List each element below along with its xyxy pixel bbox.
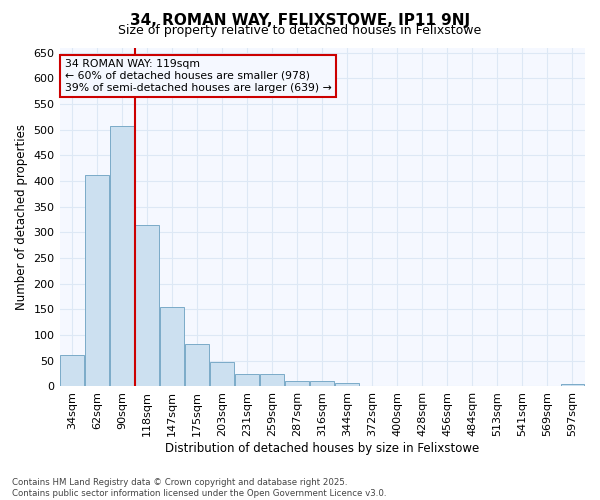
Text: Size of property relative to detached houses in Felixstowe: Size of property relative to detached ho… — [118, 24, 482, 37]
Bar — [185, 344, 209, 387]
Y-axis label: Number of detached properties: Number of detached properties — [15, 124, 28, 310]
Bar — [135, 225, 159, 386]
X-axis label: Distribution of detached houses by size in Felixstowe: Distribution of detached houses by size … — [165, 442, 479, 455]
Text: Contains HM Land Registry data © Crown copyright and database right 2025.
Contai: Contains HM Land Registry data © Crown c… — [12, 478, 386, 498]
Bar — [110, 126, 134, 386]
Bar — [560, 384, 584, 386]
Bar — [60, 354, 84, 386]
Bar — [85, 175, 109, 386]
Text: 34 ROMAN WAY: 119sqm
← 60% of detached houses are smaller (978)
39% of semi-deta: 34 ROMAN WAY: 119sqm ← 60% of detached h… — [65, 60, 332, 92]
Bar — [310, 382, 334, 386]
Bar — [286, 382, 309, 386]
Bar — [235, 374, 259, 386]
Bar — [210, 362, 234, 386]
Bar — [260, 374, 284, 386]
Text: 34, ROMAN WAY, FELIXSTOWE, IP11 9NJ: 34, ROMAN WAY, FELIXSTOWE, IP11 9NJ — [130, 12, 470, 28]
Bar — [335, 383, 359, 386]
Bar — [160, 307, 184, 386]
